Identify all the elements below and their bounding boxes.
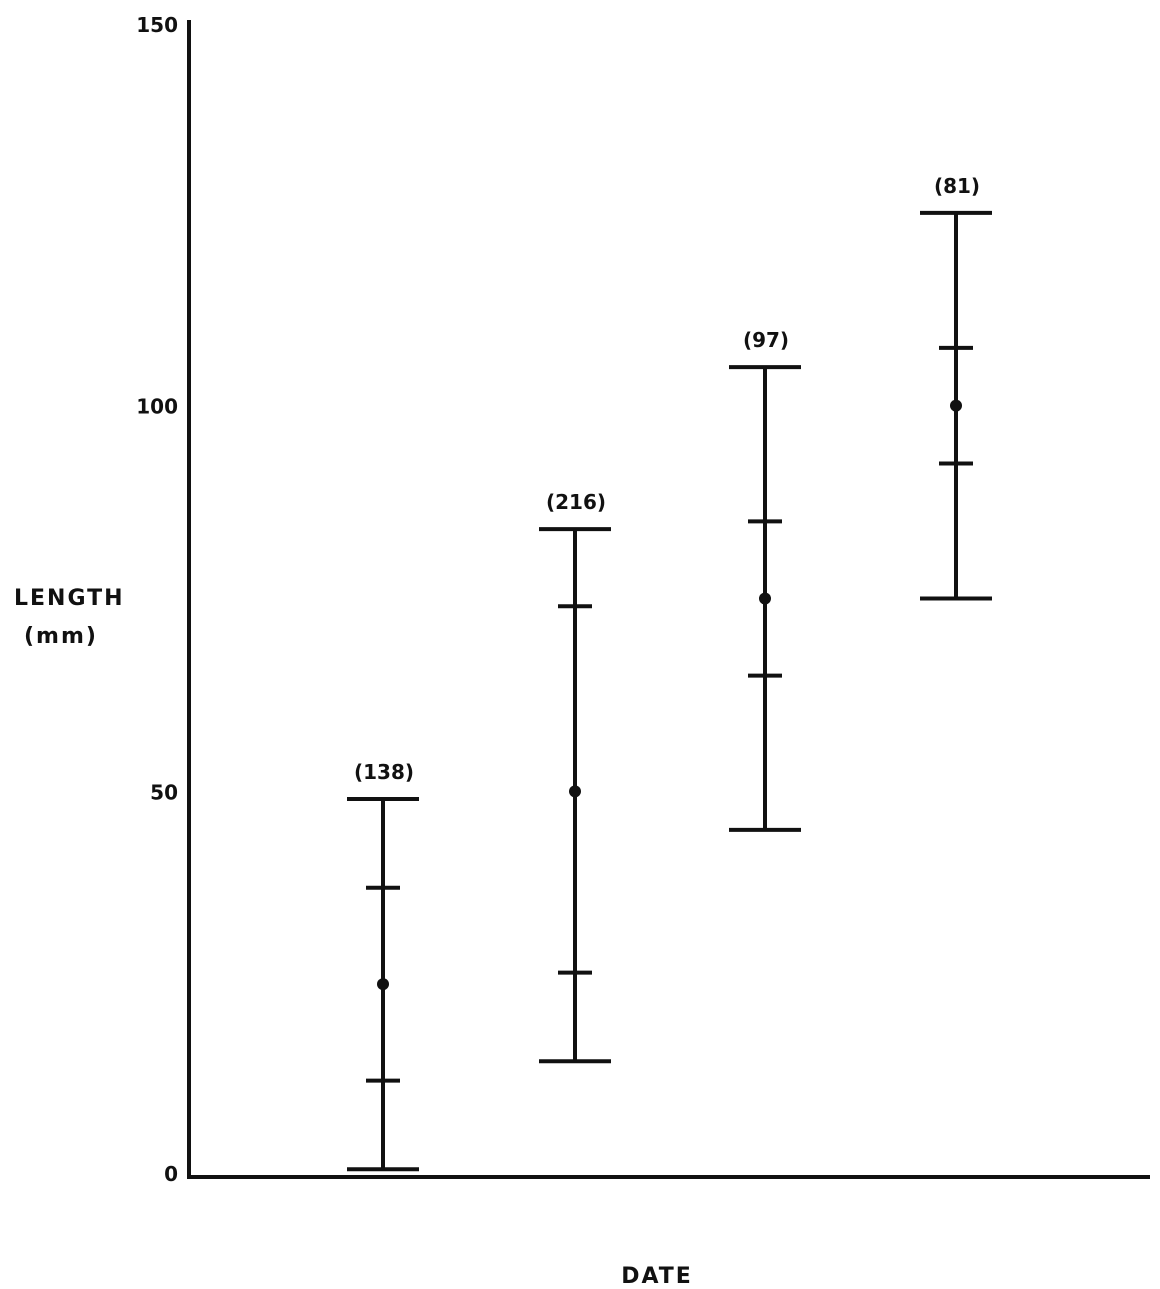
y-tick-labels: 0 50 100 150 [136,13,178,1186]
mean-point [569,785,581,798]
y-tick-label: 100 [136,395,178,419]
sample-size-label: (216) [546,490,606,514]
y-axis-title: LENGTH (mm) [14,586,125,649]
error-bar-group: (216) [539,490,611,1064]
y-axis-title-line: (mm) [24,624,98,649]
x-axis-title: DATE [621,1264,693,1289]
sample-size-label: (138) [354,760,414,784]
mean-point [377,978,389,991]
y-tick-label: 50 [150,780,178,804]
error-bar-group: (97) [729,328,801,832]
y-tick-label: 0 [164,1162,178,1186]
sample-size-label: (97) [743,328,789,352]
error-bars: (138) (216) (97) (81) [347,174,992,1172]
mean-point [759,592,771,605]
y-tick-label: 150 [136,13,178,37]
error-bar-group: (138) [347,760,419,1172]
y-axis-title-line: LENGTH [14,586,125,611]
sample-size-label: (81) [934,174,980,198]
axes [187,20,1150,1179]
mean-point [950,399,962,412]
error-bar-group: (81) [920,174,992,601]
